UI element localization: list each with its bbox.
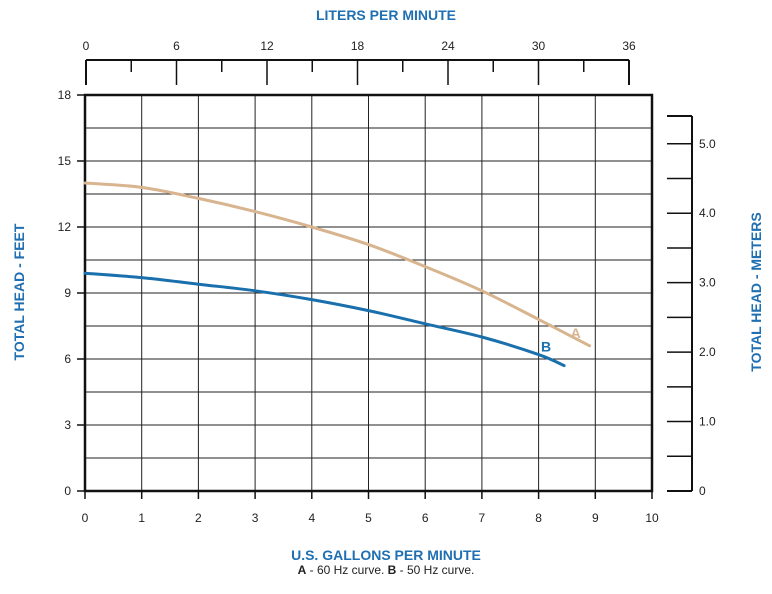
- x-top-tick-label: 30: [532, 39, 546, 53]
- y-left-tick-label: 18: [58, 88, 72, 102]
- series-a-line: [83, 181, 592, 348]
- x-bottom-tick-label: 8: [535, 511, 542, 525]
- x-top-axis-title: LITERS PER MINUTE: [316, 7, 456, 23]
- x-bottom-tick-label: 3: [252, 511, 259, 525]
- x-bottom-tick-label: 6: [422, 511, 429, 525]
- y-right-tick-label: 2.0: [699, 345, 716, 359]
- x-top-tick-label: 18: [351, 39, 365, 53]
- y-left-tick-label: 3: [64, 418, 71, 432]
- x-bottom-tick-label: 4: [308, 511, 315, 525]
- caption-a-text: - 60 Hz curve.: [306, 563, 388, 577]
- x-bottom-tick-label: 7: [479, 511, 486, 525]
- caption-a-key: A: [297, 563, 307, 577]
- chart-caption: A - 60 Hz curve. B - 50 Hz curve.: [0, 563, 772, 577]
- y-right-tick-label: 0: [699, 484, 706, 498]
- x-bottom-tick-label: 9: [592, 511, 599, 525]
- caption-b-key: B: [387, 563, 397, 577]
- y-left-tick-label: 6: [64, 352, 71, 366]
- x-bottom-tick-label: 1: [138, 511, 145, 525]
- x-bottom-tick-label: 5: [365, 511, 372, 525]
- series-a-label: A: [571, 325, 581, 341]
- y-left-tick-label: 9: [64, 286, 71, 300]
- x-top-tick-label: 0: [83, 39, 90, 53]
- caption-b-text: - 50 Hz curve.: [396, 563, 475, 577]
- y-right-tick-label: 4.0: [699, 206, 716, 220]
- x-bottom-tick-label: 2: [195, 511, 202, 525]
- series-b-line: [83, 271, 566, 368]
- y-right-tick-label: 5.0: [699, 137, 716, 151]
- y-right-tick-label: 1.0: [699, 415, 716, 429]
- y-left-tick-label: 12: [58, 220, 72, 234]
- x-top-tick-label: 12: [260, 39, 274, 53]
- y-right-axis-title: TOTAL HEAD - METERS: [748, 212, 764, 371]
- series-b-label: B: [541, 339, 551, 355]
- x-bottom-tick-label: 10: [645, 511, 659, 525]
- y-left-tick-label: 15: [58, 154, 72, 168]
- y-left-tick-label: 0: [64, 484, 71, 498]
- x-top-tick-label: 6: [173, 39, 180, 53]
- y-right-tick-label: 3.0: [699, 276, 716, 290]
- x-bottom-tick-label: 0: [82, 511, 89, 525]
- x-top-tick-label: 24: [441, 39, 455, 53]
- x-bottom-axis-title: U.S. GALLONS PER MINUTE: [291, 547, 481, 563]
- x-top-tick-label: 36: [622, 39, 636, 53]
- y-left-axis-title: TOTAL HEAD - FEET: [11, 223, 27, 360]
